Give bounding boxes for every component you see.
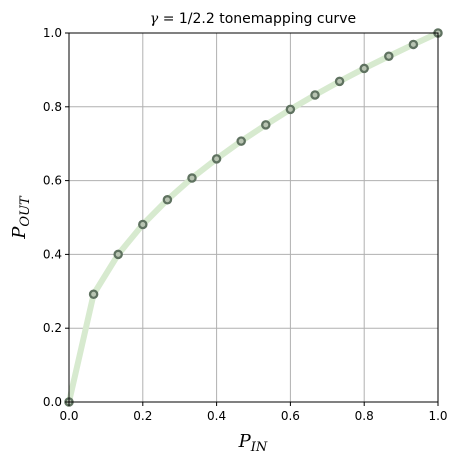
chart-title: γ = 1/2.2 tonemapping curve <box>150 11 356 27</box>
data-point <box>88 289 99 300</box>
data-point <box>187 173 197 183</box>
data-point <box>236 136 246 146</box>
data-point <box>310 90 320 100</box>
x-tick-label: 0.8 <box>355 409 374 423</box>
y-tick-label: 0.4 <box>43 247 62 261</box>
data-point <box>211 154 222 164</box>
curve-layer <box>66 30 441 405</box>
y-tick-label: 0.8 <box>43 100 62 114</box>
data-point <box>408 39 419 50</box>
x-axis-label: PIN <box>238 431 268 455</box>
y-tick-label: 0.2 <box>43 321 62 335</box>
x-tick-label: 0.0 <box>59 409 78 423</box>
data-point <box>384 51 394 61</box>
marker-layer <box>64 28 443 407</box>
plot-frame <box>68 32 439 403</box>
ticks: 0.0 0.2 0.4 0.6 0.8 1.0 0.0 0.2 0.4 0.6 0.8 1.0 <box>43 26 448 423</box>
y-tick-label: 0.6 <box>43 174 62 188</box>
data-point <box>113 249 123 260</box>
data-point <box>138 219 148 230</box>
x-tick-label: 0.6 <box>281 409 300 423</box>
data-point <box>285 104 296 115</box>
x-tick-label: 1.0 <box>428 409 447 423</box>
data-point <box>162 195 173 205</box>
data-point <box>261 120 271 130</box>
tonemapping-curve <box>66 30 441 405</box>
y-tick-label: 1.0 <box>43 26 62 40</box>
y-tick-label: 0.0 <box>43 395 62 409</box>
x-tick-label: 0.2 <box>133 409 152 423</box>
data-point <box>359 63 369 74</box>
x-tick-label: 0.4 <box>207 409 226 423</box>
y-axis-label: POUT <box>9 195 33 240</box>
grid <box>68 32 439 403</box>
data-point <box>334 76 345 87</box>
